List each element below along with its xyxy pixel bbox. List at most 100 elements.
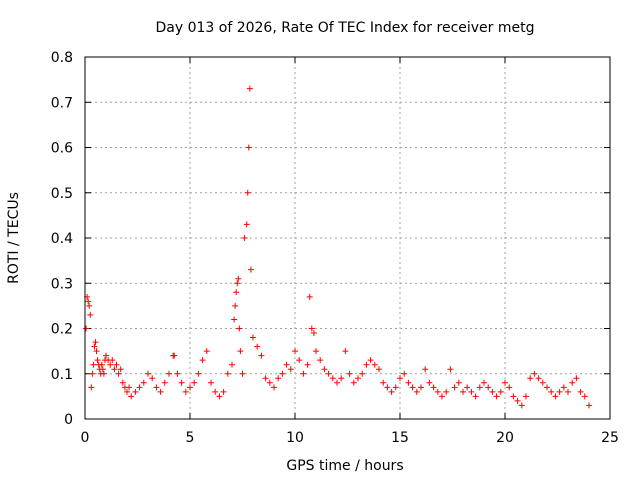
data-point [439, 393, 445, 400]
data-point [88, 384, 95, 391]
data-point [539, 379, 546, 386]
data-point [195, 370, 202, 377]
data-point [153, 384, 160, 391]
data-point [447, 366, 454, 373]
data-point [493, 393, 500, 400]
data-point [527, 375, 534, 382]
x-tick-label: 25 [601, 430, 619, 446]
y-tick-label: 0 [64, 412, 73, 428]
data-point [506, 384, 513, 391]
data-point [89, 370, 96, 377]
data-point [128, 393, 135, 400]
y-tick-label: 0.1 [51, 367, 73, 383]
data-point [109, 357, 116, 364]
data-point [94, 357, 101, 364]
data-point [258, 352, 265, 359]
data-point [464, 384, 471, 391]
data-point [234, 280, 241, 287]
data-point [239, 370, 246, 377]
data-point [246, 85, 253, 92]
data-point [329, 375, 336, 382]
data-point [380, 379, 387, 386]
data-point [376, 366, 382, 373]
data-point [157, 388, 164, 395]
data-point [371, 361, 378, 368]
y-tick-label: 0.8 [51, 50, 73, 66]
data-point [208, 379, 214, 386]
data-point [481, 379, 487, 386]
y-tick-label: 0.4 [51, 231, 73, 247]
data-point [98, 361, 105, 368]
data-point [455, 379, 462, 386]
plot-frame [84, 56, 611, 420]
data-point [476, 384, 483, 391]
data-point [317, 357, 324, 364]
data-point [231, 316, 238, 323]
data-point [581, 393, 588, 400]
x-tick-label: 0 [81, 430, 90, 446]
y-tick-label: 0.6 [51, 141, 73, 157]
data-point [325, 370, 332, 377]
data-point [235, 275, 242, 282]
data-point [99, 366, 106, 373]
data-point [338, 375, 345, 382]
data-point [90, 361, 97, 368]
data-point [306, 293, 313, 300]
data-point [397, 375, 403, 382]
data-point [229, 361, 235, 368]
data-point [313, 348, 319, 355]
data-point [388, 388, 395, 395]
data-point [244, 189, 251, 196]
data-point [232, 302, 239, 309]
data-point [85, 298, 92, 305]
y-tick-label: 0.2 [51, 322, 73, 338]
data-point [451, 384, 458, 391]
data-point [418, 384, 424, 391]
data-point [212, 388, 219, 395]
data-point [413, 388, 420, 395]
data-point [401, 370, 408, 377]
y-axis-label: ROTI / TECUs [6, 192, 22, 284]
data-point [92, 339, 99, 346]
data-point [569, 379, 576, 386]
chart-title: Day 013 of 2026, Rate Of TEC Index for r… [156, 20, 535, 36]
data-point [103, 352, 109, 359]
data-point [531, 370, 538, 377]
data-point [310, 330, 317, 337]
data-point [178, 379, 185, 386]
data-point [430, 384, 437, 391]
data-point [145, 370, 151, 377]
data-point [245, 144, 252, 151]
data-point [565, 388, 571, 395]
data-point [132, 388, 139, 395]
data-point [544, 384, 550, 391]
data-point [392, 384, 399, 391]
data-point [359, 370, 366, 377]
data-point [262, 375, 269, 382]
x-tick-label: 15 [391, 430, 409, 446]
data-point [115, 370, 122, 377]
data-point [275, 375, 282, 382]
data-point [523, 393, 529, 400]
data-point [460, 388, 466, 395]
data-point [191, 379, 198, 386]
data-point [233, 289, 240, 296]
data-point [518, 402, 525, 409]
data-point [296, 357, 303, 364]
data-point [220, 388, 227, 395]
data-point [283, 361, 290, 368]
data-point [161, 379, 168, 386]
data-point [560, 384, 567, 391]
data-point [300, 370, 307, 377]
data-point [342, 348, 349, 355]
data-point [548, 388, 555, 395]
data-point [250, 334, 256, 341]
data-point [573, 375, 580, 382]
data-point [510, 393, 517, 400]
data-point [334, 379, 340, 386]
data-point [443, 388, 450, 395]
data-point [346, 370, 353, 377]
data-point [199, 357, 206, 364]
data-point [243, 221, 250, 228]
